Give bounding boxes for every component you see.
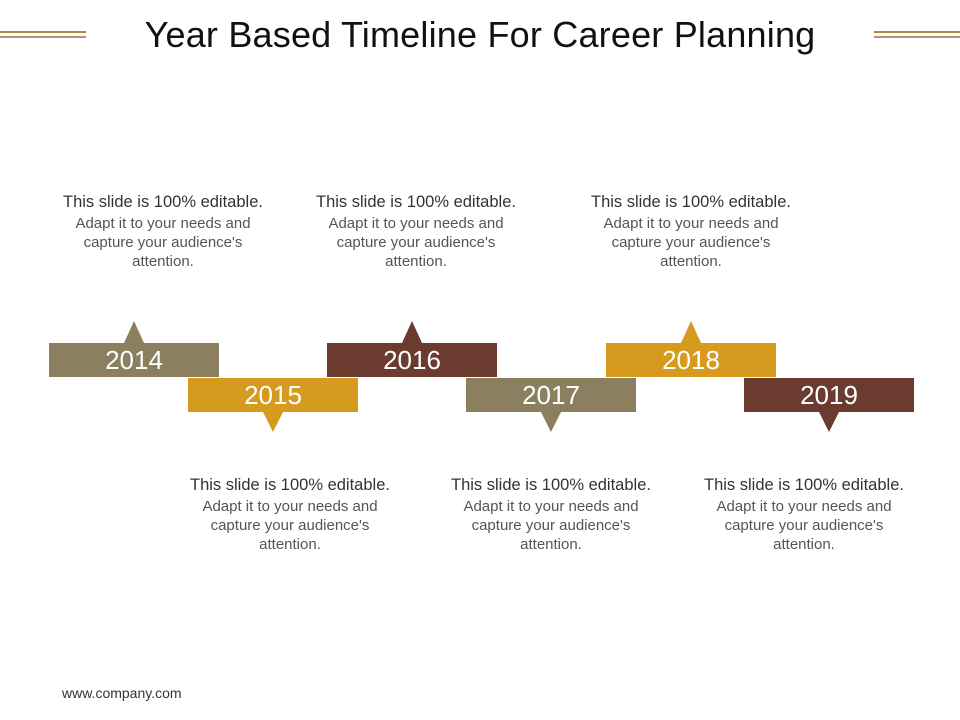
milestone-heading: This slide is 100% editable. xyxy=(63,193,263,211)
year-label: 2018 xyxy=(662,345,720,375)
milestone-text-2017: This slide is 100% editable. Adapt it to… xyxy=(426,475,676,554)
arrow-up-icon xyxy=(124,321,144,343)
milestone-text-2016: This slide is 100% editable. Adapt it to… xyxy=(291,192,541,271)
arrow-up-icon xyxy=(681,321,701,343)
milestone-body: Adapt it to your needs and capture your … xyxy=(463,498,639,553)
year-label: 2014 xyxy=(105,345,163,375)
milestone-body: Adapt it to your needs and capture your … xyxy=(716,498,892,553)
milestone-text-2018: This slide is 100% editable. Adapt it to… xyxy=(566,192,816,271)
milestone-body: Adapt it to your needs and capture your … xyxy=(75,215,251,270)
footer-url: www.company.com xyxy=(62,685,182,701)
milestone-text-2014: This slide is 100% editable. Adapt it to… xyxy=(38,192,288,271)
milestone-text-2019: This slide is 100% editable. Adapt it to… xyxy=(679,475,929,554)
timeline-block-2016: 2016 xyxy=(327,321,497,377)
milestone-body: Adapt it to your needs and capture your … xyxy=(603,215,779,270)
arrow-up-icon xyxy=(402,321,422,343)
timeline-block-2019: 2019 xyxy=(744,378,914,432)
milestone-heading: This slide is 100% editable. xyxy=(704,476,904,494)
title-decoration-right xyxy=(874,31,960,39)
timeline-block-2017: 2017 xyxy=(466,378,636,432)
milestone-heading: This slide is 100% editable. xyxy=(591,193,791,211)
title-decoration-left xyxy=(0,31,86,39)
year-label: 2016 xyxy=(383,345,441,375)
arrow-down-icon xyxy=(263,412,283,432)
page-title: Year Based Timeline For Career Planning xyxy=(144,14,816,55)
arrow-down-icon xyxy=(541,412,561,432)
year-label: 2019 xyxy=(800,380,858,410)
milestone-heading: This slide is 100% editable. xyxy=(316,193,516,211)
timeline-block-2018: 2018 xyxy=(606,321,776,377)
arrow-down-icon xyxy=(819,412,839,432)
milestone-text-2015: This slide is 100% editable. Adapt it to… xyxy=(165,475,415,554)
timeline-block-2014: 2014 xyxy=(49,321,219,377)
milestone-heading: This slide is 100% editable. xyxy=(451,476,651,494)
milestone-heading: This slide is 100% editable. xyxy=(190,476,390,494)
milestone-body: Adapt it to your needs and capture your … xyxy=(202,498,378,553)
timeline-block-2015: 2015 xyxy=(188,378,358,432)
year-label: 2015 xyxy=(244,380,302,410)
milestone-body: Adapt it to your needs and capture your … xyxy=(328,215,504,270)
year-label: 2017 xyxy=(522,380,580,410)
